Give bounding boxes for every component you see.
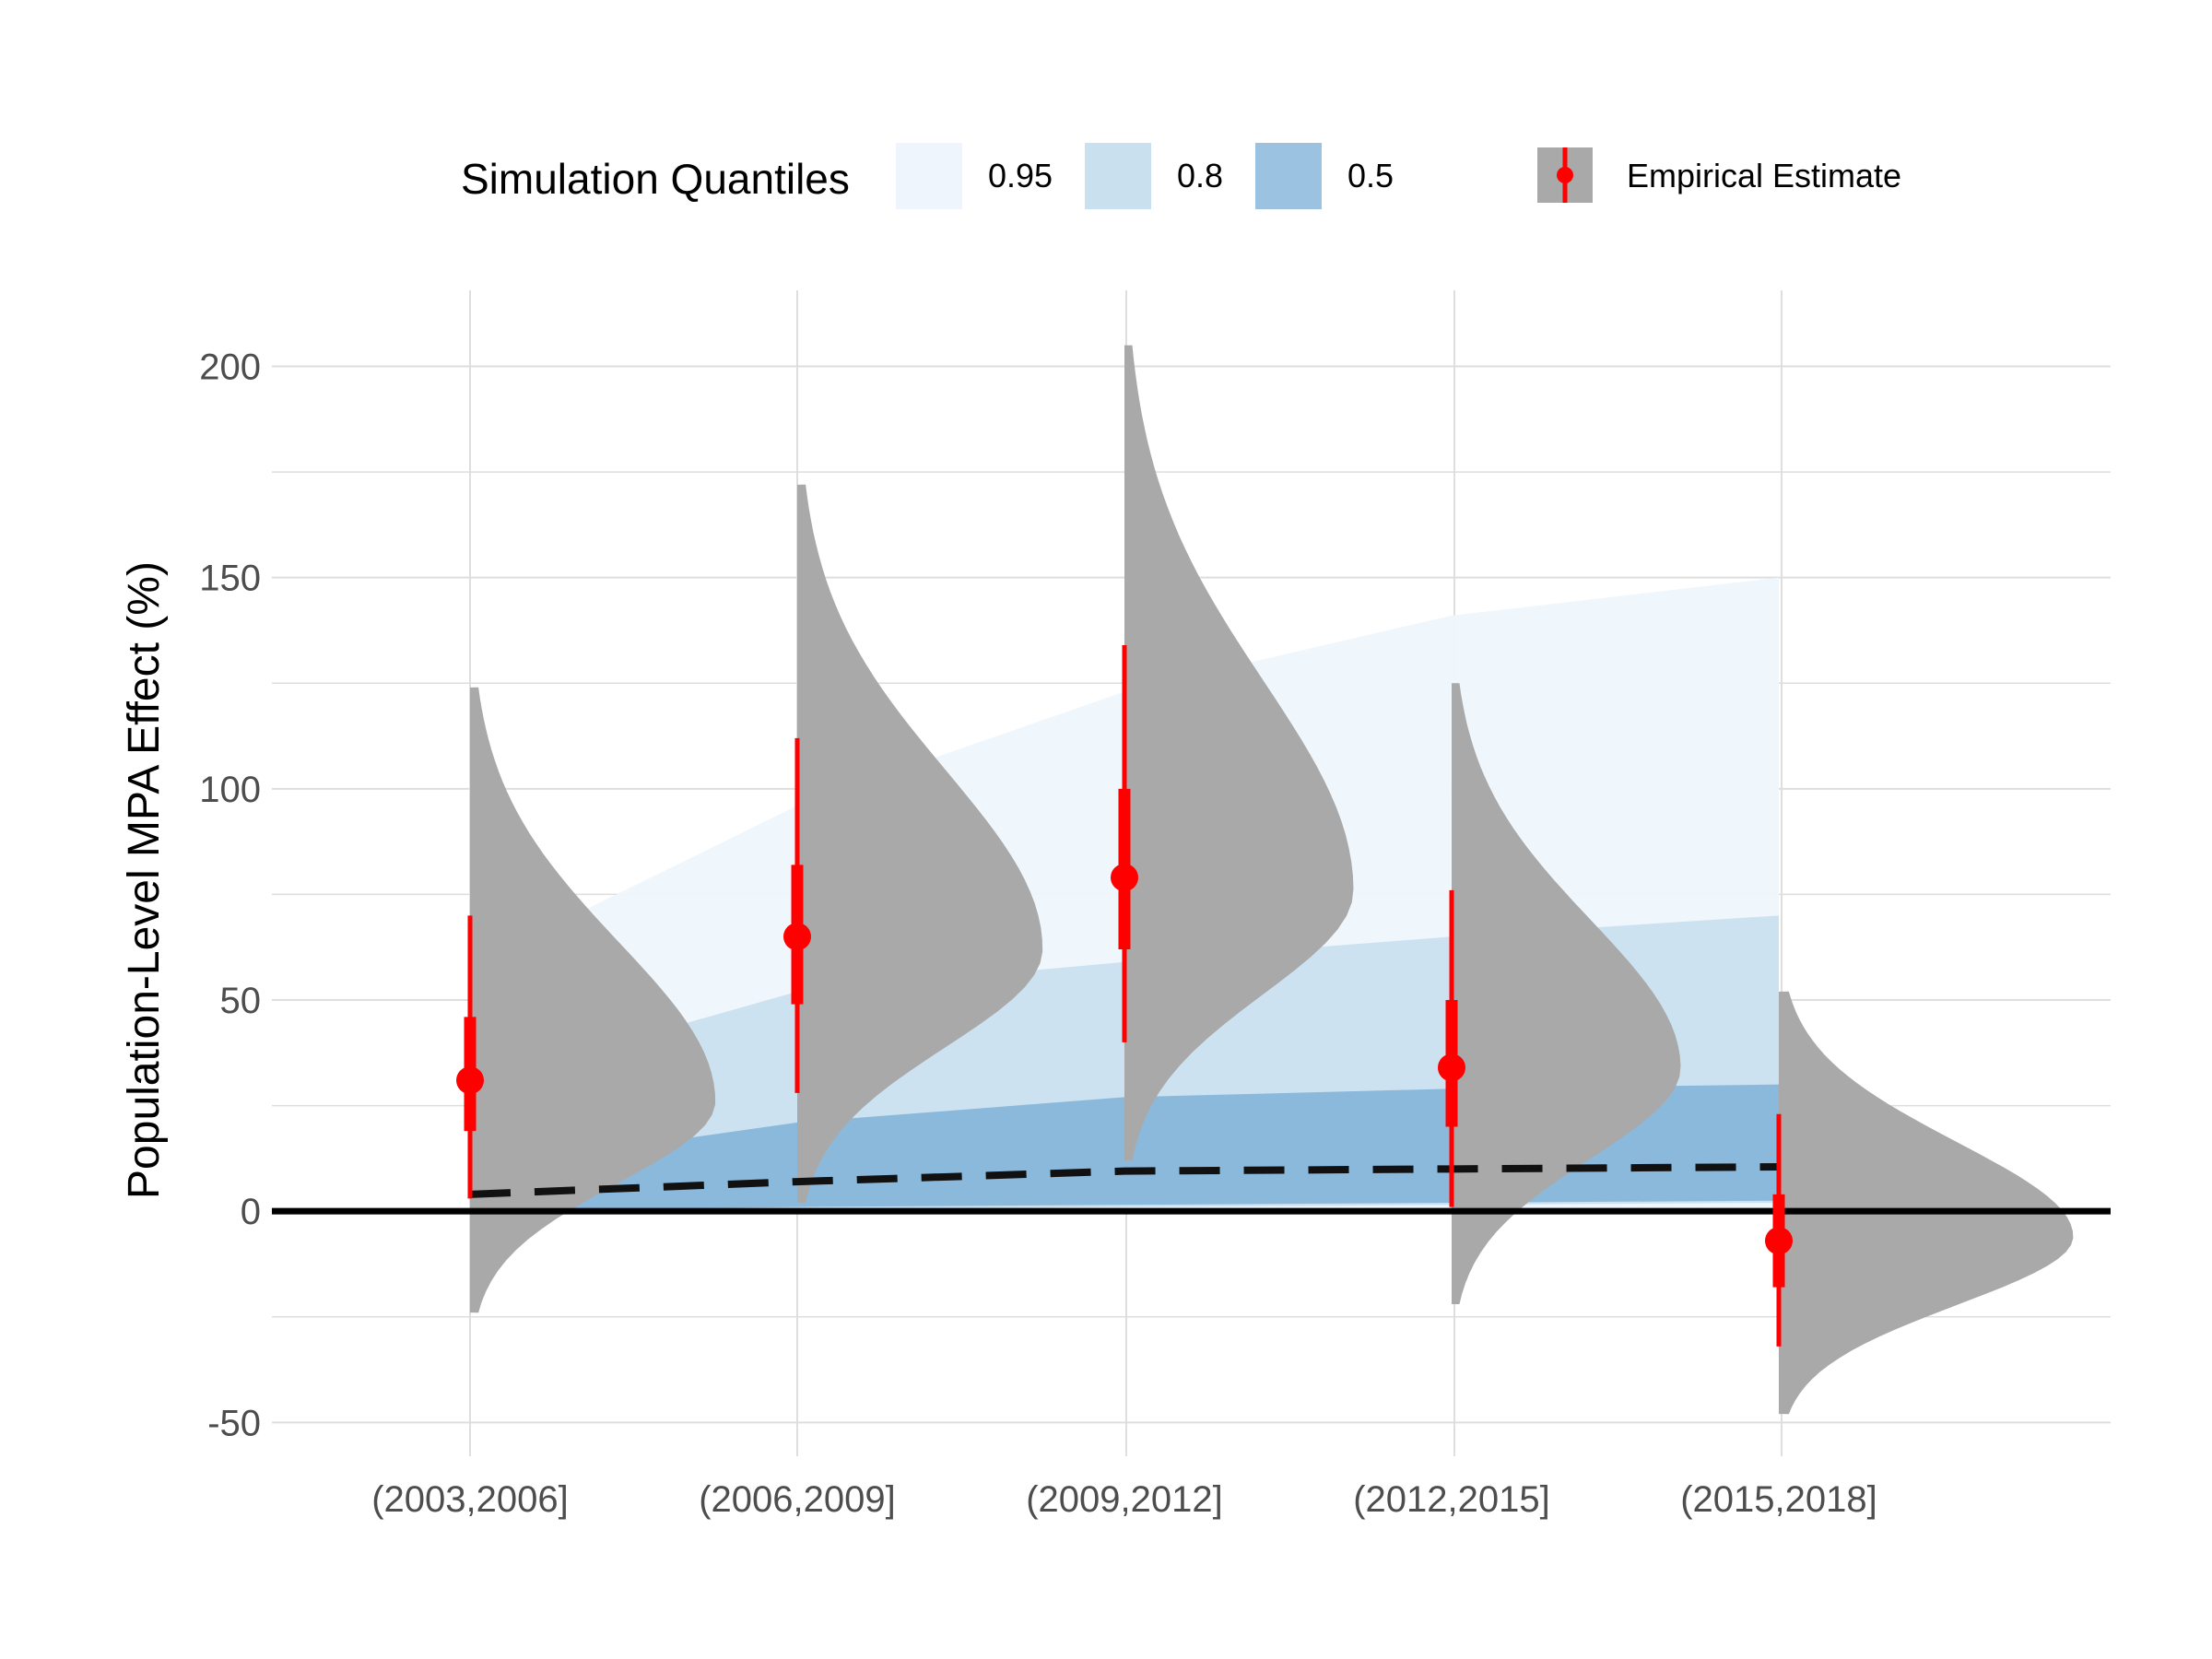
x-tick-label: (2003,2006] xyxy=(371,1479,569,1520)
y-tick-label: -50 xyxy=(207,1403,261,1443)
estimate-point-2 xyxy=(1111,864,1138,892)
x-tick-label: (2012,2015] xyxy=(1353,1479,1550,1520)
x-tick-label: (2006,2009] xyxy=(699,1479,896,1520)
legend-label-1: 0.8 xyxy=(1177,157,1223,194)
estimate-point-3 xyxy=(1438,1053,1465,1082)
violins xyxy=(470,345,2074,1415)
legend: Simulation Quantiles 0.95 0.8 0.5 Empirica… xyxy=(461,143,1901,209)
empirical-estimates xyxy=(456,645,1793,1347)
legend-quantile-entries: 0.95 0.8 0.5 xyxy=(896,143,1394,209)
y-tick-label: 50 xyxy=(220,981,262,1021)
estimate-point-1 xyxy=(783,923,811,951)
y-tick-label: 150 xyxy=(199,559,261,599)
y-tick-label: 0 xyxy=(241,1192,261,1232)
y-tick-label: 200 xyxy=(199,347,261,388)
legend-key-1 xyxy=(1085,143,1151,209)
legend-title: Simulation Quantiles xyxy=(461,155,850,203)
legend-estimate-key-point xyxy=(1557,167,1573,183)
legend-estimate-entry: Empirical Estimate xyxy=(1537,147,1901,203)
estimate-point-0 xyxy=(456,1066,484,1095)
median-line-layer xyxy=(469,1163,1780,1198)
violin-4 xyxy=(1779,991,2074,1415)
violin-0 xyxy=(470,687,716,1313)
x-axis-tick-labels: (2003,2006] (2006,2009] (2009,2012] (2012,2… xyxy=(371,1479,1877,1520)
x-tick-label: (2009,2012] xyxy=(1026,1479,1223,1520)
median-line xyxy=(469,1163,1780,1198)
y-tick-label: 100 xyxy=(199,770,261,810)
legend-label-0: 0.95 xyxy=(988,157,1053,194)
y-axis-title: Population-Level MPA Effect (%) xyxy=(120,561,169,1199)
y-axis-tick-labels: -50 0 50 100 150 200 xyxy=(199,347,261,1444)
legend-key-2 xyxy=(1255,143,1322,209)
violin-3 xyxy=(1452,683,1681,1304)
estimate-point-4 xyxy=(1765,1227,1793,1255)
x-tick-label: (2015,2018] xyxy=(1680,1479,1877,1520)
legend-label-2: 0.5 xyxy=(1347,157,1394,194)
legend-key-0 xyxy=(896,143,962,209)
legend-estimate-label: Empirical Estimate xyxy=(1627,157,1901,194)
violin-1 xyxy=(797,484,1043,1203)
violin-2 xyxy=(1124,345,1354,1161)
